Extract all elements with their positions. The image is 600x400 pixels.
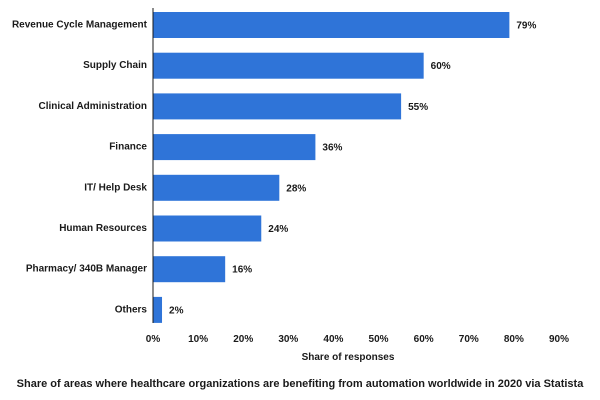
category-label: IT/ Help Desk [84,182,147,193]
x-tick-label: 80% [504,334,524,345]
bar [153,256,226,283]
value-label: 28% [286,183,306,194]
value-label: 16% [232,265,252,276]
bar [153,296,163,323]
chart-caption: Share of areas where healthcare organiza… [17,378,585,390]
category-label: Others [115,304,148,315]
category-label: Supply Chain [83,60,147,71]
value-label: 60% [431,61,451,72]
x-tick-label: 30% [278,334,298,345]
x-tick-label: 90% [549,334,569,345]
value-labels-group: 79% 60% 55% 36% 28% 24% 16% 2% [169,21,536,317]
bar [153,174,280,201]
value-label: 2% [169,305,184,316]
category-label: Human Resources [59,223,147,234]
x-tick-label: 50% [369,334,389,345]
value-label: 55% [408,102,428,113]
category-labels-group: Revenue Cycle Management Supply Chain Clin… [12,20,148,316]
x-tick-label: 20% [233,334,253,345]
x-tick-label: 60% [414,334,434,345]
bar [153,134,316,161]
value-label: 36% [322,143,342,154]
category-label: Finance [109,142,147,153]
value-label: 79% [516,21,536,32]
value-label: 24% [268,224,288,235]
x-tick-label: 40% [323,334,343,345]
bar [153,93,402,120]
x-tick-label: 0% [146,334,161,345]
category-label: Clinical Administration [38,101,147,112]
bar [153,52,424,79]
x-tick-labels-group: 0% 10% 20% 30% 40% 50% 60% 70% 80% 90% [146,334,569,345]
x-tick-label: 70% [459,334,479,345]
bar [153,12,510,38]
category-label: Revenue Cycle Management [12,20,148,31]
bars-group [153,12,510,323]
x-tick-label: 10% [188,334,208,345]
category-label: Pharmacy/ 340B Manager [26,264,147,275]
bar [153,215,262,242]
x-axis-title: Share of responses [302,352,395,363]
